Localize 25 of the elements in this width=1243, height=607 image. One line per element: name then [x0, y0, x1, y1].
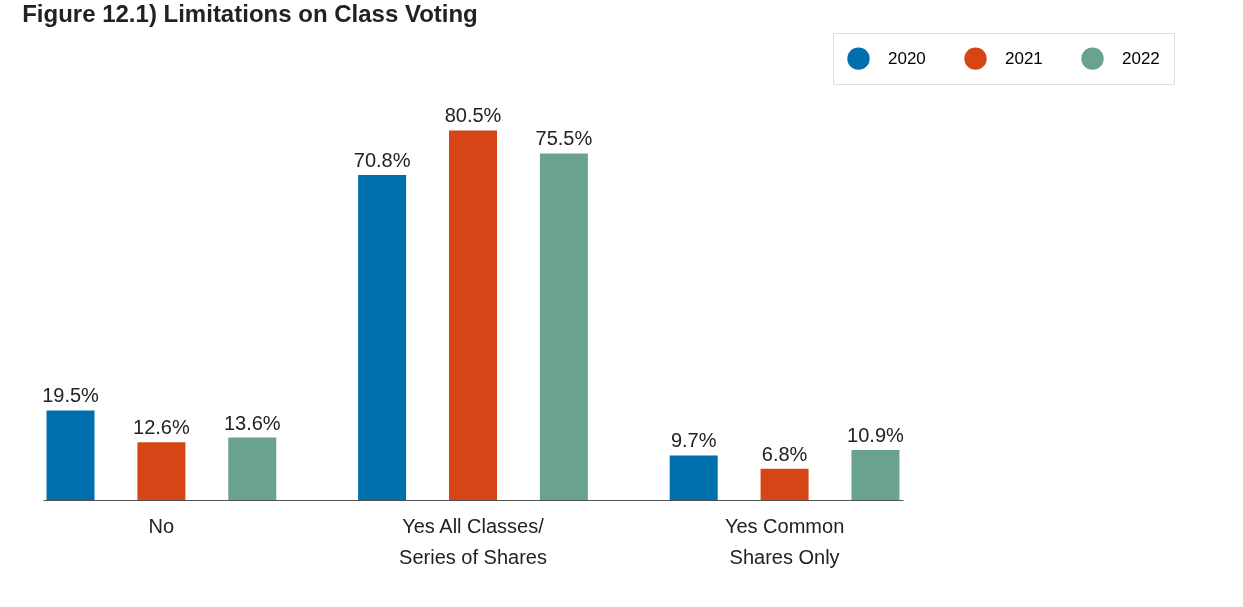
data-label: 75.5% — [535, 127, 593, 150]
bar — [46, 410, 95, 500]
bar — [449, 130, 497, 500]
data-label: 13.6% — [223, 411, 281, 434]
bar — [851, 449, 900, 500]
data-label: 70.8% — [353, 148, 411, 171]
x-tick-label: Yes All Classes/ Series of Shares — [399, 514, 547, 568]
data-label: 19.5% — [42, 384, 100, 407]
data-label: 12.6% — [133, 416, 190, 439]
bar — [669, 455, 718, 500]
legend-label: 2020 — [888, 48, 926, 68]
data-label: 9.7% — [670, 429, 717, 452]
legend-label: 2022 — [1122, 48, 1160, 68]
data-label: 10.9% — [847, 423, 905, 446]
bar — [137, 442, 186, 500]
legend-label: 2021 — [1005, 48, 1043, 68]
data-label: 80.5% — [444, 104, 502, 127]
bar — [539, 153, 588, 500]
data-label: 6.8% — [761, 442, 808, 465]
x-tick-label: Yes Common Shares Only — [724, 514, 845, 568]
bar — [228, 437, 277, 500]
x-tick-label: No — [148, 514, 175, 537]
chart-title: Figure 12.1) Limitations on Class Voting — [22, 0, 478, 27]
bar — [760, 468, 809, 500]
bar — [358, 174, 407, 500]
